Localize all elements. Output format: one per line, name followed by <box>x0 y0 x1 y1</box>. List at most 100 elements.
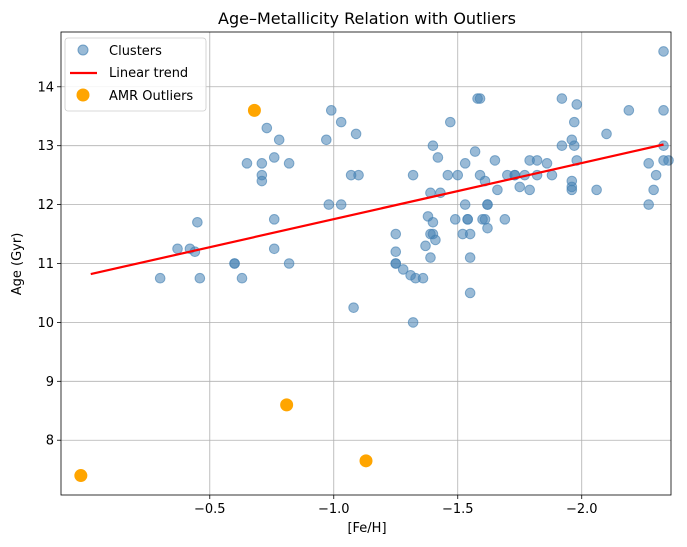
cluster-point <box>479 214 491 225</box>
cluster-point <box>556 93 568 104</box>
y-tick-label: 13 <box>37 139 54 154</box>
cluster-point <box>452 169 464 181</box>
cluster-point <box>407 169 419 181</box>
legend-marker-outliers <box>76 88 90 102</box>
cluster-point <box>469 146 481 157</box>
cluster-point <box>568 116 580 128</box>
cluster-point <box>650 169 662 181</box>
y-tick-label: 8 <box>46 434 54 449</box>
cluster-point <box>256 175 268 187</box>
legend-label-clusters: Clusters <box>109 44 162 59</box>
data-marks <box>74 46 674 483</box>
cluster-point <box>268 214 280 225</box>
cluster-point <box>268 243 280 255</box>
cluster-point <box>489 155 501 166</box>
cluster-point <box>464 252 476 263</box>
cluster-point <box>236 272 248 284</box>
outlier-point <box>359 454 373 468</box>
cluster-point <box>643 158 654 169</box>
cluster-point <box>407 317 419 328</box>
cluster-point <box>390 228 402 240</box>
cluster-point <box>546 169 558 181</box>
cluster-point <box>623 105 635 116</box>
cluster-point <box>427 216 439 228</box>
cluster-point <box>321 134 332 146</box>
cluster-point <box>499 214 511 225</box>
cluster-point <box>462 214 473 225</box>
cluster-point <box>283 258 295 269</box>
legend-marker-clusters <box>77 44 89 56</box>
cluster-point <box>492 184 503 196</box>
legend-box <box>64 37 207 112</box>
y-tick-label: 14 <box>37 80 54 95</box>
cluster-point <box>648 184 659 196</box>
cluster-point <box>353 169 364 181</box>
cluster-point <box>658 46 669 57</box>
x-tick-label: −0.5 <box>194 502 226 517</box>
y-tick-label: 11 <box>37 257 54 272</box>
axis-ticks: −0.5 −1.0 −1.5 −2.0 8 9 10 11 12 13 14 <box>37 80 597 517</box>
cluster-point <box>464 287 476 299</box>
cluster-point <box>348 302 359 313</box>
cluster-point <box>459 158 471 169</box>
cluster-point <box>524 184 535 196</box>
cluster-point <box>514 181 526 193</box>
cluster-point <box>663 155 674 166</box>
cluster-point <box>390 258 402 269</box>
cluster-point <box>442 169 454 181</box>
y-tick-label: 10 <box>37 316 54 331</box>
plot-frame <box>60 31 672 496</box>
cluster-point <box>417 272 429 284</box>
cluster-point <box>172 243 183 255</box>
cluster-point <box>335 199 347 210</box>
x-tick-label: −1.0 <box>318 502 350 517</box>
legend-label-trend: Linear trend <box>109 66 188 81</box>
y-tick-label: 9 <box>46 375 54 390</box>
cluster-point <box>194 272 206 284</box>
cluster-point <box>397 264 409 275</box>
cluster-point <box>154 272 166 284</box>
cluster-point <box>335 116 347 128</box>
cluster-point <box>420 240 431 252</box>
cluster-point <box>571 99 583 110</box>
x-tick-label: −1.5 <box>442 502 474 517</box>
cluster-point <box>268 152 280 163</box>
cluster-point <box>323 199 335 210</box>
cluster-point <box>261 122 273 134</box>
cluster-point <box>568 140 580 151</box>
cluster-point <box>482 199 493 210</box>
outlier-point <box>280 398 294 412</box>
cluster-point <box>432 152 444 163</box>
outlier-point <box>74 469 88 483</box>
cluster-point <box>283 158 295 169</box>
cluster-point <box>229 258 240 269</box>
cluster-point <box>566 175 578 187</box>
y-axis-label: Age (Gyr) <box>10 233 25 296</box>
cluster-point <box>427 140 439 151</box>
cluster-point <box>464 228 476 240</box>
cluster-point <box>541 158 553 169</box>
cluster-point <box>658 105 669 116</box>
cluster-point <box>591 184 602 196</box>
cluster-point <box>643 199 654 210</box>
cluster-point <box>445 116 456 128</box>
cluster-point <box>531 155 543 166</box>
cluster-point <box>425 252 436 263</box>
cluster-point <box>273 134 285 146</box>
cluster-point <box>566 184 578 196</box>
cluster-point <box>192 216 203 228</box>
y-tick-label: 12 <box>37 198 54 213</box>
cluster-point <box>449 214 461 225</box>
outlier-point <box>247 103 261 117</box>
trend-line <box>90 143 664 276</box>
cluster-point <box>556 140 568 151</box>
chart-title: Age–Metallicity Relation with Outliers <box>218 9 516 28</box>
cluster-point <box>430 234 441 246</box>
cluster-point <box>474 93 486 104</box>
legend: Clusters Linear trend AMR Outliers <box>64 37 207 112</box>
cluster-point <box>459 199 471 210</box>
cluster-point <box>325 105 337 116</box>
cluster-point <box>350 128 362 140</box>
cluster-point <box>390 246 402 258</box>
